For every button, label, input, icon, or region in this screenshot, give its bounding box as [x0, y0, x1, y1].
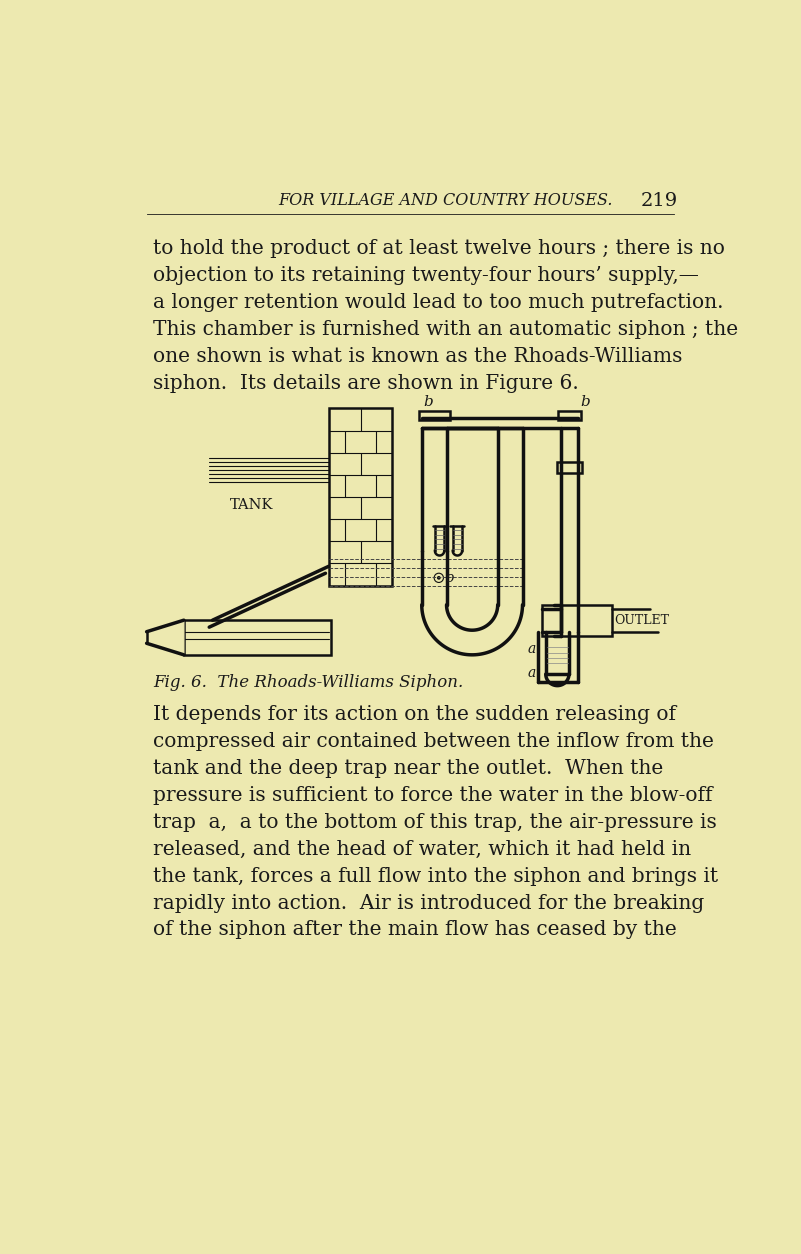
Text: FOR VILLAGE AND COUNTRY HOUSES.: FOR VILLAGE AND COUNTRY HOUSES. [279, 192, 613, 209]
Text: OUTLET: OUTLET [614, 613, 670, 627]
Text: rapidly into action.  Air is introduced for the breaking: rapidly into action. Air is introduced f… [153, 894, 704, 913]
Text: This chamber is furnished with an automatic siphon ; the: This chamber is furnished with an automa… [153, 320, 738, 339]
Text: Fig. 6.  The Rhoads-Williams Siphon.: Fig. 6. The Rhoads-Williams Siphon. [153, 675, 463, 691]
Bar [183, 621, 331, 655]
Polygon shape [147, 621, 183, 655]
Text: b: b [423, 395, 433, 409]
Bar [541, 604, 612, 636]
Bar [558, 411, 582, 420]
Text: pressure is sufficient to force the water in the blow-off: pressure is sufficient to force the wate… [153, 786, 712, 805]
Bar [328, 409, 392, 586]
Text: 219: 219 [640, 192, 678, 209]
Text: the tank, forces a full flow into the siphon and brings it: the tank, forces a full flow into the si… [153, 867, 718, 885]
Circle shape [437, 577, 440, 579]
Text: o: o [445, 571, 453, 584]
Text: a: a [527, 642, 535, 656]
Bar [419, 411, 449, 420]
Text: It depends for its action on the sudden releasing of: It depends for its action on the sudden … [153, 705, 676, 724]
Text: to hold the product of at least twelve hours ; there is no: to hold the product of at least twelve h… [153, 240, 725, 258]
Text: objection to its retaining twenty-four hours’ supply,—: objection to its retaining twenty-four h… [153, 266, 698, 285]
Text: released, and the head of water, which it had held in: released, and the head of water, which i… [153, 840, 691, 859]
Text: b: b [580, 395, 590, 409]
Text: a: a [527, 666, 535, 681]
Text: trap  a,  a to the bottom of this trap, the air-pressure is: trap a, a to the bottom of this trap, th… [153, 813, 717, 831]
Text: one shown is what is known as the Rhoads-Williams: one shown is what is known as the Rhoads… [153, 347, 682, 366]
Text: tank and the deep trap near the outlet.  When the: tank and the deep trap near the outlet. … [153, 759, 663, 777]
Text: of the siphon after the main flow has ceased by the: of the siphon after the main flow has ce… [153, 920, 677, 939]
Text: siphon.  Its details are shown in Figure 6.: siphon. Its details are shown in Figure … [153, 374, 578, 393]
Text: a longer retention would lead to too much putrefaction.: a longer retention would lead to too muc… [153, 293, 723, 312]
Bar [557, 463, 582, 473]
Text: compressed air contained between the inflow from the: compressed air contained between the inf… [153, 732, 714, 751]
Text: TANK: TANK [230, 498, 273, 512]
